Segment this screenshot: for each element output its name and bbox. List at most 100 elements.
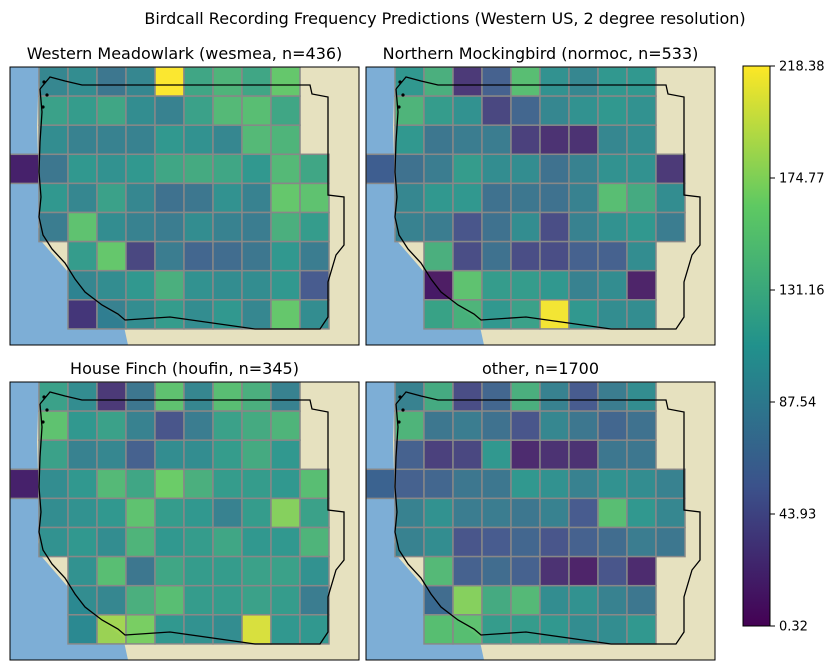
heatmap-cell [481,153,512,185]
coastline [394,391,701,645]
heatmap-cell [96,382,127,412]
heatmap-cell [183,95,214,126]
heatmap-cell [299,526,330,558]
heatmap-cell [241,614,272,645]
heatmap-cell [38,124,69,156]
heatmap-cell [510,584,541,616]
heatmap-cell [597,382,628,412]
heatmap-cell [241,555,272,587]
heatmap-cell [67,95,98,126]
panel-frame [9,66,360,346]
heatmap-cell [125,182,156,214]
heatmap-cell [394,410,425,441]
heatmap-cell [299,555,330,587]
heatmap-cell [539,526,570,558]
heatmap-cell [270,468,301,500]
heatmap-cell [394,95,425,126]
heatmap-cell [67,439,98,471]
heatmap-cell [10,468,40,500]
heatmap-cell [67,410,98,441]
heatmap-cell [96,124,127,156]
heatmap-cell [452,124,483,156]
heatmap-cell [481,269,512,301]
heatmap-cell [125,555,156,587]
heatmap-cell [270,439,301,471]
heatmap-cell [270,95,301,126]
heatmap-cell [183,410,214,441]
heatmap-cell [597,439,628,471]
heatmap-cell [510,410,541,441]
map-panel: Western Meadowlark (wesmea, n=436) [9,44,360,346]
heatmap-cell [655,526,686,558]
heatmap-cell [452,410,483,441]
heatmap-cell [366,468,396,500]
heatmap-cell [154,526,185,558]
island [401,93,405,97]
heatmap-cell [568,124,599,156]
heatmap-cell [481,555,512,587]
colorbar-tick-label: 43.93 [779,508,816,523]
heatmap-cell [125,67,156,97]
heatmap-cell [270,67,301,97]
heatmap-cell [67,526,98,558]
heatmap-cell [510,526,541,558]
heatmap-cell [539,153,570,185]
heatmap-cell [212,240,243,272]
heatmap-cell [423,382,454,412]
heatmap-cell [452,526,483,558]
heatmap-cell [67,240,98,272]
panel-title: other, n=1700 [482,359,599,378]
heatmap-cell [539,555,570,587]
heatmap-cell [241,240,272,272]
heatmap-cell [568,211,599,243]
heatmap-cell [626,584,657,616]
heatmap-cell [270,584,301,616]
heatmap-cell [183,468,214,500]
heatmap-cell [299,468,330,500]
heatmap-cell [241,299,272,330]
heatmap-cell [154,211,185,243]
heatmap-cell [423,153,454,185]
heatmap-cell [38,497,69,529]
heatmap-cell [568,555,599,587]
heatmap-cell [539,269,570,301]
heatmap-cell [299,269,330,301]
heatmap-cell [154,153,185,185]
ocean-area [10,67,128,345]
heatmap-cell [510,269,541,301]
heatmap-cell [270,269,301,301]
heatmap-cell [212,67,243,97]
heatmap-cell [299,584,330,616]
heatmap-cell [394,526,425,558]
heatmap-cell [270,614,301,645]
panels: Western Meadowlark (wesmea, n=436) Northe… [9,44,716,661]
heatmap-cell [568,410,599,441]
heatmap-cell [626,299,657,330]
heatmap-cell [125,468,156,500]
heatmap-cell [212,410,243,441]
heatmap-cell [154,269,185,301]
heatmap-cell [38,526,69,558]
ocean-area [10,382,128,660]
heatmap-cell [626,153,657,185]
island [398,80,402,84]
heatmap-cell [154,555,185,587]
heatmap-cell [241,67,272,97]
heatmap-cell [241,468,272,500]
heatmap-cell [125,95,156,126]
heatmap-cell [568,240,599,272]
heatmap-cell [183,497,214,529]
heatmap-cell [539,382,570,412]
heatmap-cell [154,299,185,330]
heatmap-cell [125,584,156,616]
heatmap-cell [212,124,243,156]
heatmap-cell [241,124,272,156]
heatmap-cell [154,497,185,529]
heatmap-cell [394,211,425,243]
heatmap-cell [597,269,628,301]
heatmap-cell [423,67,454,97]
heatmap-cell [212,382,243,412]
heatmap-cell [96,211,127,243]
heatmap-cell [568,497,599,529]
island [401,408,405,412]
